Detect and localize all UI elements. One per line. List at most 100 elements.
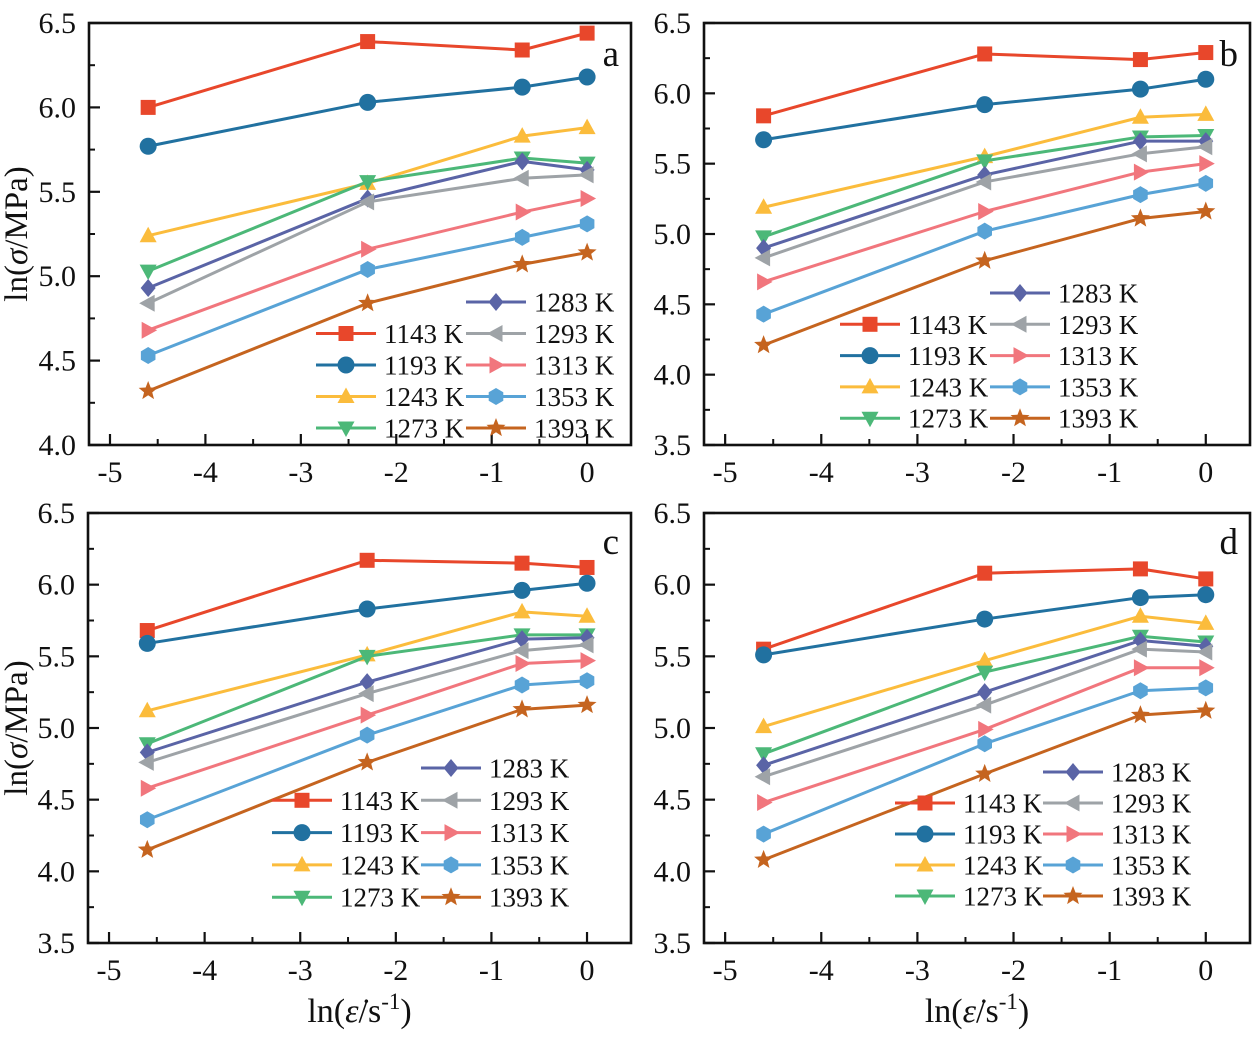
legend-entry: 1293 K [421, 786, 570, 816]
triangle-left-marker [513, 169, 529, 187]
triangle-down-marker [139, 264, 157, 281]
diamond-marker [488, 293, 504, 311]
legend-label: 1243 K [340, 850, 421, 880]
circle-marker [293, 824, 311, 842]
legend-entry: 1293 K [466, 319, 615, 349]
diamond-marker [977, 683, 993, 702]
circle-marker [578, 574, 596, 592]
y-tick-label: 3.5 [654, 429, 692, 462]
triangle-left-marker [1131, 145, 1147, 163]
square-marker [140, 99, 156, 115]
triangle-down-marker [976, 665, 994, 682]
legend-label: 1283 K [534, 288, 615, 318]
legend-label: 1243 K [908, 372, 989, 402]
triangle-right-marker [515, 655, 532, 672]
legend-label: 1143 K [963, 789, 1043, 819]
series-1313-k [757, 155, 1215, 291]
legend-label: 1393 K [489, 883, 570, 913]
triangle-left-marker [754, 249, 771, 267]
y-tick-label: 5.5 [38, 640, 76, 673]
legend-entry: 1243 K [840, 372, 989, 402]
circle-marker [755, 131, 773, 149]
x-tick-label: -2 [1001, 954, 1026, 987]
triangle-left-marker [754, 768, 771, 786]
legend-entry: 1353 K [1043, 851, 1192, 881]
legend-entry: 1283 K [1043, 758, 1192, 788]
circle-marker [359, 93, 377, 111]
legend-label: 1283 K [1058, 279, 1139, 309]
square-marker [359, 552, 375, 568]
x-tick-label: -2 [384, 456, 409, 489]
square-marker [579, 559, 595, 575]
triangle-right-marker [1133, 163, 1150, 181]
star-marker [754, 335, 774, 354]
y-tick-label: 5.5 [39, 176, 77, 209]
star-marker [1063, 886, 1083, 905]
hexagon-marker [756, 305, 771, 323]
triangle-left-marker [138, 753, 154, 771]
triangle-right-marker [515, 203, 532, 221]
legend-label: 1283 K [1111, 758, 1192, 788]
hexagon-marker [1065, 856, 1081, 874]
legend-entry: 1313 K [466, 351, 615, 381]
y-tick-label: 4.0 [654, 359, 692, 392]
triangle-up-marker [1131, 607, 1149, 623]
circle-marker [861, 347, 879, 365]
star-marker [1196, 201, 1216, 220]
circle-marker [578, 68, 596, 86]
triangle-up-marker [293, 855, 311, 872]
legend-label: 1283 K [489, 754, 570, 784]
triangle-down-marker [337, 421, 355, 437]
y-tick-label: 4.0 [654, 855, 692, 888]
series-1313-k [757, 659, 1215, 812]
triangle-up-marker [139, 226, 157, 243]
legend-entry: 1353 K [990, 372, 1139, 402]
square-marker [360, 34, 376, 50]
series-1193-k [755, 70, 1215, 149]
series-1143-k [140, 25, 595, 115]
star-marker [577, 695, 597, 714]
circle-marker [755, 646, 773, 664]
y-tick-label: 6.0 [654, 77, 692, 110]
triangle-left-marker [358, 193, 375, 211]
x-tick-label: -1 [1097, 456, 1122, 489]
hexagon-marker [140, 347, 156, 365]
star-marker [137, 839, 157, 858]
star-marker [577, 242, 597, 261]
legend-label: 1293 K [489, 786, 570, 816]
hexagon-marker [360, 260, 375, 278]
legend-entry: 1273 K [840, 404, 989, 434]
star-marker [975, 250, 995, 269]
panel-letter: c [603, 522, 619, 563]
y-tick-label: 6.0 [39, 91, 77, 124]
triangle-left-marker [975, 173, 992, 191]
legend-label: 1293 K [1058, 310, 1139, 340]
circle-marker [1131, 589, 1149, 607]
triangle-up-marker [755, 717, 773, 734]
series-1353-k [140, 215, 595, 365]
legend-entry: 1143 K [840, 310, 988, 340]
y-axis-label: ln(σ/MPa) [0, 660, 35, 795]
legend-label: 1193 K [963, 820, 1043, 850]
triangle-up-marker [1197, 614, 1215, 630]
square-marker [1132, 561, 1148, 577]
y-tick-label: 3.5 [38, 927, 76, 960]
panel-b-chart: -5 -4 -3 -2 -1 0 3.5 4.0 4.5 5.0 5.5 6.0 6.5 1143 K 11… [633, 0, 1259, 505]
triangle-left-marker [513, 642, 529, 660]
triangle-right-marker [1199, 155, 1215, 173]
x-tick-label: 0 [580, 954, 595, 987]
triangle-right-marker [1013, 347, 1029, 365]
y-tick-label: 4.5 [654, 288, 692, 321]
square-marker [579, 25, 595, 41]
x-tick-label: -5 [97, 954, 122, 987]
x-axis-label: ln(ε̇/s-1) [925, 989, 1029, 1030]
y-tick-label: 6.5 [39, 7, 77, 40]
series-1143-k [139, 552, 595, 639]
panel-d-chart: -5 -4 -3 -2 -1 0 3.5 4.0 4.5 5.0 5.5 6.0 6.5 ln(ε̇/s-… [633, 497, 1259, 1037]
triangle-right-marker [757, 273, 773, 291]
series-1353-k [756, 174, 1214, 323]
triangle-left-marker [1196, 138, 1213, 156]
triangle-left-marker [487, 325, 503, 342]
y-tick-label: 4.0 [38, 855, 76, 888]
